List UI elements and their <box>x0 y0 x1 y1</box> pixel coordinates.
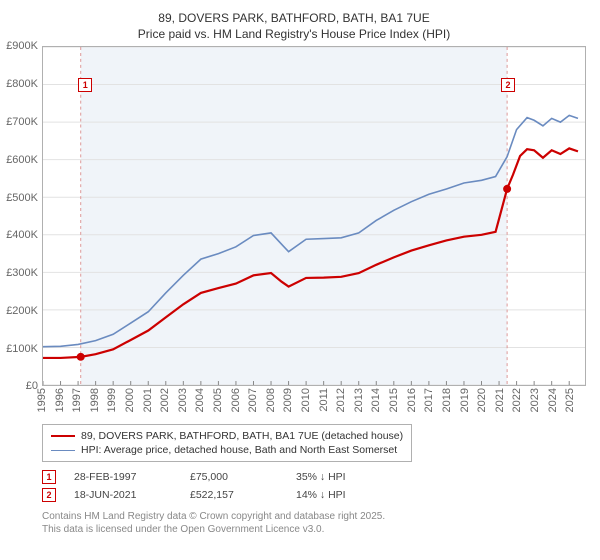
x-tick-label: 2004 <box>194 388 206 412</box>
event-date: 18-JUN-2021 <box>74 489 172 501</box>
event-price: £75,000 <box>190 471 278 483</box>
y-tick-label: £300K <box>6 267 38 279</box>
x-tick-label: 2008 <box>265 388 277 412</box>
event-marker-1: 1 <box>42 470 56 484</box>
plot-canvas: 12 <box>42 46 586 386</box>
x-tick-label: 2022 <box>511 388 523 412</box>
x-tick-label: 2018 <box>441 388 453 412</box>
x-tick-label: 2006 <box>230 388 242 412</box>
x-tick-label: 1996 <box>54 388 66 412</box>
x-tick-label: 2003 <box>177 388 189 412</box>
x-tick-label: 2009 <box>282 388 294 412</box>
plot-area: £0£100K£200K£300K£400K£500K£600K£700K£80… <box>2 46 586 386</box>
x-tick-label: 2012 <box>335 388 347 412</box>
event-date: 28-FEB-1997 <box>74 471 172 483</box>
x-tick-label: 2005 <box>212 388 224 412</box>
x-tick-label: 2025 <box>564 388 576 412</box>
y-tick-label: £700K <box>6 116 38 128</box>
x-tick-label: 2019 <box>459 388 471 412</box>
legend: 89, DOVERS PARK, BATHFORD, BATH, BA1 7UE… <box>42 424 412 462</box>
y-tick-label: £900K <box>6 40 38 52</box>
x-tick-label: 1999 <box>106 388 118 412</box>
sale-marker-1: 1 <box>78 78 92 92</box>
x-tick-label: 2023 <box>529 388 541 412</box>
x-tick-label: 2015 <box>388 388 400 412</box>
legend-swatch-price-paid <box>51 435 75 437</box>
x-tick-label: 2001 <box>142 388 154 412</box>
legend-item-price-paid: 89, DOVERS PARK, BATHFORD, BATH, BA1 7UE… <box>51 429 403 443</box>
sale-events: 1 28-FEB-1997 £75,000 35% ↓ HPI 2 18-JUN-2021… <box>42 468 586 504</box>
data-credit: Contains HM Land Registry data © Crown c… <box>42 510 586 536</box>
sale-event-row: 1 28-FEB-1997 £75,000 35% ↓ HPI <box>42 468 586 486</box>
sale-event-row: 2 18-JUN-2021 £522,157 14% ↓ HPI <box>42 486 586 504</box>
legend-swatch-hpi <box>51 450 75 451</box>
x-tick-label: 2007 <box>247 388 259 412</box>
y-tick-label: £800K <box>6 78 38 90</box>
event-marker-2: 2 <box>42 488 56 502</box>
y-tick-label: £100K <box>6 343 38 355</box>
chart-title: 89, DOVERS PARK, BATHFORD, BATH, BA1 7UE… <box>2 10 586 42</box>
x-tick-label: 2021 <box>494 388 506 412</box>
x-tick-label: 2020 <box>476 388 488 412</box>
x-tick-label: 2011 <box>318 388 330 412</box>
x-tick-label: 1995 <box>36 388 48 412</box>
title-subtitle: Price paid vs. HM Land Registry's House … <box>2 26 586 42</box>
credit-line-2: This data is licensed under the Open Gov… <box>42 523 586 536</box>
plot-svg <box>43 47 585 385</box>
title-address: 89, DOVERS PARK, BATHFORD, BATH, BA1 7UE <box>2 10 586 26</box>
x-tick-label: 2010 <box>300 388 312 412</box>
x-tick-label: 1997 <box>71 388 83 412</box>
legend-label-price-paid: 89, DOVERS PARK, BATHFORD, BATH, BA1 7UE… <box>81 430 403 442</box>
x-tick-label: 2024 <box>547 388 559 412</box>
y-tick-label: £500K <box>6 192 38 204</box>
y-tick-label: £400K <box>6 229 38 241</box>
x-axis: 1995199619971998199920002001200220032004… <box>42 386 586 418</box>
price-hpi-chart: 89, DOVERS PARK, BATHFORD, BATH, BA1 7UE… <box>0 0 600 560</box>
credit-line-1: Contains HM Land Registry data © Crown c… <box>42 510 586 523</box>
event-pct-vs-hpi: 35% ↓ HPI <box>296 471 386 483</box>
legend-item-hpi: HPI: Average price, detached house, Bath… <box>51 443 403 457</box>
x-tick-label: 1998 <box>89 388 101 412</box>
sale-marker-2: 2 <box>501 78 515 92</box>
y-axis: £0£100K£200K£300K£400K£500K£600K£700K£80… <box>2 46 42 386</box>
x-tick-label: 2014 <box>370 388 382 412</box>
y-tick-label: £200K <box>6 305 38 317</box>
event-pct-vs-hpi: 14% ↓ HPI <box>296 489 386 501</box>
y-tick-label: £600K <box>6 154 38 166</box>
x-tick-label: 2017 <box>423 388 435 412</box>
x-tick-label: 2000 <box>124 388 136 412</box>
x-tick-label: 2016 <box>406 388 418 412</box>
x-tick-label: 2002 <box>159 388 171 412</box>
event-price: £522,157 <box>190 489 278 501</box>
x-tick-label: 2013 <box>353 388 365 412</box>
legend-label-hpi: HPI: Average price, detached house, Bath… <box>81 444 397 456</box>
